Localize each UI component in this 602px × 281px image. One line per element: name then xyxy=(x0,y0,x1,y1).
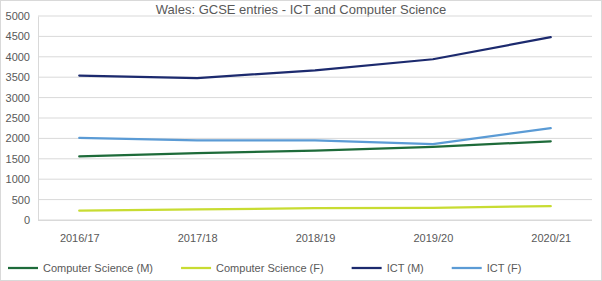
legend-swatch xyxy=(8,267,38,269)
x-tick: 2016/17 xyxy=(60,220,100,244)
legend-item: ICT (M) xyxy=(352,262,424,274)
x-tick-label: 2018/19 xyxy=(296,232,336,244)
y-tick: 4000 xyxy=(6,51,38,63)
legend-label: Computer Science (M) xyxy=(43,262,153,274)
series-line xyxy=(79,37,550,78)
y-tick: 2500 xyxy=(6,112,38,124)
title: Wales: GCSE entries - ICT and Computer S… xyxy=(156,2,446,17)
y-tick: 3500 xyxy=(6,71,38,83)
x-tick: 2020/21 xyxy=(531,220,571,244)
y-tick-label: 2000 xyxy=(6,132,30,144)
y-tick: 1500 xyxy=(6,153,38,165)
grid-line xyxy=(38,56,592,57)
grid xyxy=(38,16,592,220)
legend-item: Computer Science (F) xyxy=(181,262,324,274)
x-axis: 2016/17 2017/18 2018/19 2019/20 2020/21 xyxy=(38,220,592,244)
grid-line xyxy=(38,16,592,17)
y-tick: 4500 xyxy=(6,30,38,42)
y-axis-line xyxy=(38,17,39,221)
legend-label: ICT (F) xyxy=(487,262,522,274)
y-tick-label: 0 xyxy=(24,214,30,226)
y-tick: 500 xyxy=(12,194,38,206)
y-tick-label: 4500 xyxy=(6,30,30,42)
series-line xyxy=(79,141,550,156)
x-tick: 2019/20 xyxy=(413,220,453,244)
chart-frame xyxy=(1,1,602,281)
x-axis-line xyxy=(38,220,592,221)
y-tick-label: 500 xyxy=(12,194,30,206)
x-tick: 2017/18 xyxy=(178,220,218,244)
legend-swatch xyxy=(352,267,382,269)
y-tick: 5000 xyxy=(6,10,38,22)
x-tick-label: 2016/17 xyxy=(60,232,100,244)
grid-line xyxy=(38,220,592,221)
plot-area xyxy=(79,37,550,210)
series-line xyxy=(79,128,550,144)
legend-label: ICT (M) xyxy=(387,262,424,274)
grid-line xyxy=(38,199,592,200)
y-tick-label: 4000 xyxy=(6,51,30,63)
y-tick-label: 3000 xyxy=(6,92,30,104)
y-tick-label: 3500 xyxy=(6,71,30,83)
grid-line xyxy=(38,158,592,159)
legend-swatch xyxy=(181,267,211,269)
legend-swatch xyxy=(452,267,482,269)
x-tick-label: 2017/18 xyxy=(178,232,218,244)
y-axis: 0 500 1000 1500 2000 2500 3000 3500 4000 4500 5000 xyxy=(6,10,39,226)
x-tick-label: 2019/20 xyxy=(413,232,453,244)
grid-line xyxy=(38,36,592,37)
y-tick: 0 xyxy=(24,214,38,226)
y-tick-label: 2500 xyxy=(6,112,30,124)
grid-line xyxy=(38,118,592,119)
y-tick: 1000 xyxy=(6,173,38,185)
grid-line xyxy=(38,179,592,180)
chart: Wales: GCSE entries - ICT and Computer S… xyxy=(0,0,602,281)
y-tick: 3000 xyxy=(6,92,38,104)
y-tick: 2000 xyxy=(6,132,38,144)
legend: Computer Science (M) Computer Science (F)… xyxy=(8,262,521,274)
grid-line xyxy=(38,97,592,98)
series-line xyxy=(79,206,550,210)
legend-item: Computer Science (M) xyxy=(8,262,153,274)
legend-label: Computer Science (F) xyxy=(216,262,324,274)
y-tick-label: 1000 xyxy=(6,173,30,185)
y-tick-label: 5000 xyxy=(6,10,30,22)
x-tick-label: 2020/21 xyxy=(531,232,571,244)
legend-item: ICT (F) xyxy=(452,262,522,274)
x-tick: 2018/19 xyxy=(296,220,336,244)
y-tick-label: 1500 xyxy=(6,153,30,165)
